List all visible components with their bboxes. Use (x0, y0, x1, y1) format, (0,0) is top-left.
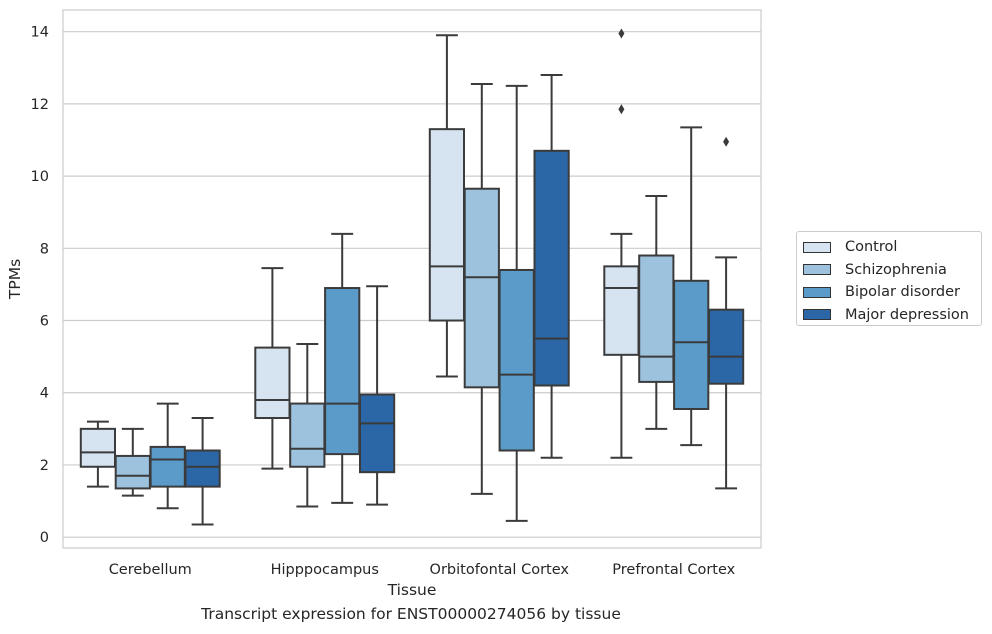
outlier-point (618, 28, 625, 39)
box-major-depression-0 (184, 417, 221, 526)
y-tick-label: 10 (31, 169, 49, 185)
y-tick-label: 4 (40, 386, 49, 402)
legend-item-control: Control (803, 236, 975, 259)
legend-swatch-major-depression (803, 309, 831, 321)
box-iqr (638, 254, 675, 383)
box-iqr (184, 449, 221, 488)
y-tick-label: 12 (31, 97, 49, 113)
box-iqr (289, 402, 326, 468)
y-tick-label: 14 (31, 25, 49, 41)
box-iqr (254, 346, 291, 420)
box-iqr (324, 287, 361, 456)
legend-item-bipolar-disorder: Bipolar disorder (803, 281, 975, 304)
legend-swatch-bipolar-disorder (803, 286, 831, 298)
y-tick-labels: 0 2 4 6 8 10 12 14 (31, 25, 49, 547)
x-tick-labels: Cerebellum Hipppocampus Orbitofontal Corte… (109, 562, 736, 578)
y-tick-label: 6 (40, 314, 49, 330)
legend-label-schizophrenia: Schizophrenia (845, 261, 947, 278)
legend-swatch-schizophrenia (803, 264, 831, 276)
legend: Control Schizophrenia Bipolar disorder M… (796, 231, 982, 326)
legend-label-control: Control (845, 239, 898, 256)
legend-item-major-depression: Major depression (803, 304, 975, 327)
box-bipolar-disorder-3 (673, 126, 710, 447)
box-schizophrenia-3 (638, 194, 675, 430)
x-axis-label: Tissue (387, 581, 437, 599)
box-iqr (707, 308, 745, 385)
x-tick-label: Prefrontal Cortex (612, 562, 735, 578)
box-major-depression-3 (707, 136, 745, 490)
box-schizophrenia-0 (114, 427, 151, 497)
plot-frame (62, 9, 762, 549)
box-iqr (673, 279, 710, 410)
box-major-depression-2 (533, 73, 570, 459)
box-iqr (603, 265, 640, 356)
box-iqr (428, 128, 466, 322)
box-iqr (533, 149, 570, 387)
box-iqr (114, 454, 151, 490)
outlier-point (618, 104, 625, 115)
box-schizophrenia-2 (463, 83, 500, 495)
outlier-point (723, 136, 730, 147)
box-control-2 (428, 34, 466, 378)
legend-swatch-control (803, 241, 831, 253)
box-iqr (79, 427, 117, 468)
boxes (79, 28, 745, 526)
box-iqr (498, 268, 535, 452)
legend-label-major-depression: Major depression (845, 306, 969, 323)
x-tick-label: Cerebellum (109, 562, 192, 578)
y-tick-label: 8 (40, 241, 49, 257)
y-axis-label: TPMs (6, 259, 24, 300)
x-tick-label: Hipppocampus (271, 562, 379, 578)
box-schizophrenia-1 (289, 342, 326, 508)
chart-caption: Transcript expression for ENST0000027405… (201, 605, 621, 623)
box-control-3 (603, 28, 640, 459)
x-tick-label: Orbitofontal Cortex (430, 562, 570, 578)
box-control-0 (79, 420, 117, 488)
box-control-1 (254, 267, 291, 470)
box-bipolar-disorder-2 (498, 84, 535, 522)
y-tick-label: 0 (40, 530, 49, 546)
box-iqr (358, 393, 396, 474)
box-iqr (149, 445, 186, 488)
legend-item-schizophrenia: Schizophrenia (803, 259, 975, 282)
box-bipolar-disorder-0 (149, 402, 186, 510)
box-major-depression-1 (358, 285, 396, 506)
y-tick-label: 2 (40, 458, 49, 474)
box-iqr (463, 187, 500, 389)
box-bipolar-disorder-1 (324, 232, 361, 504)
legend-label-bipolar-disorder: Bipolar disorder (845, 284, 960, 301)
